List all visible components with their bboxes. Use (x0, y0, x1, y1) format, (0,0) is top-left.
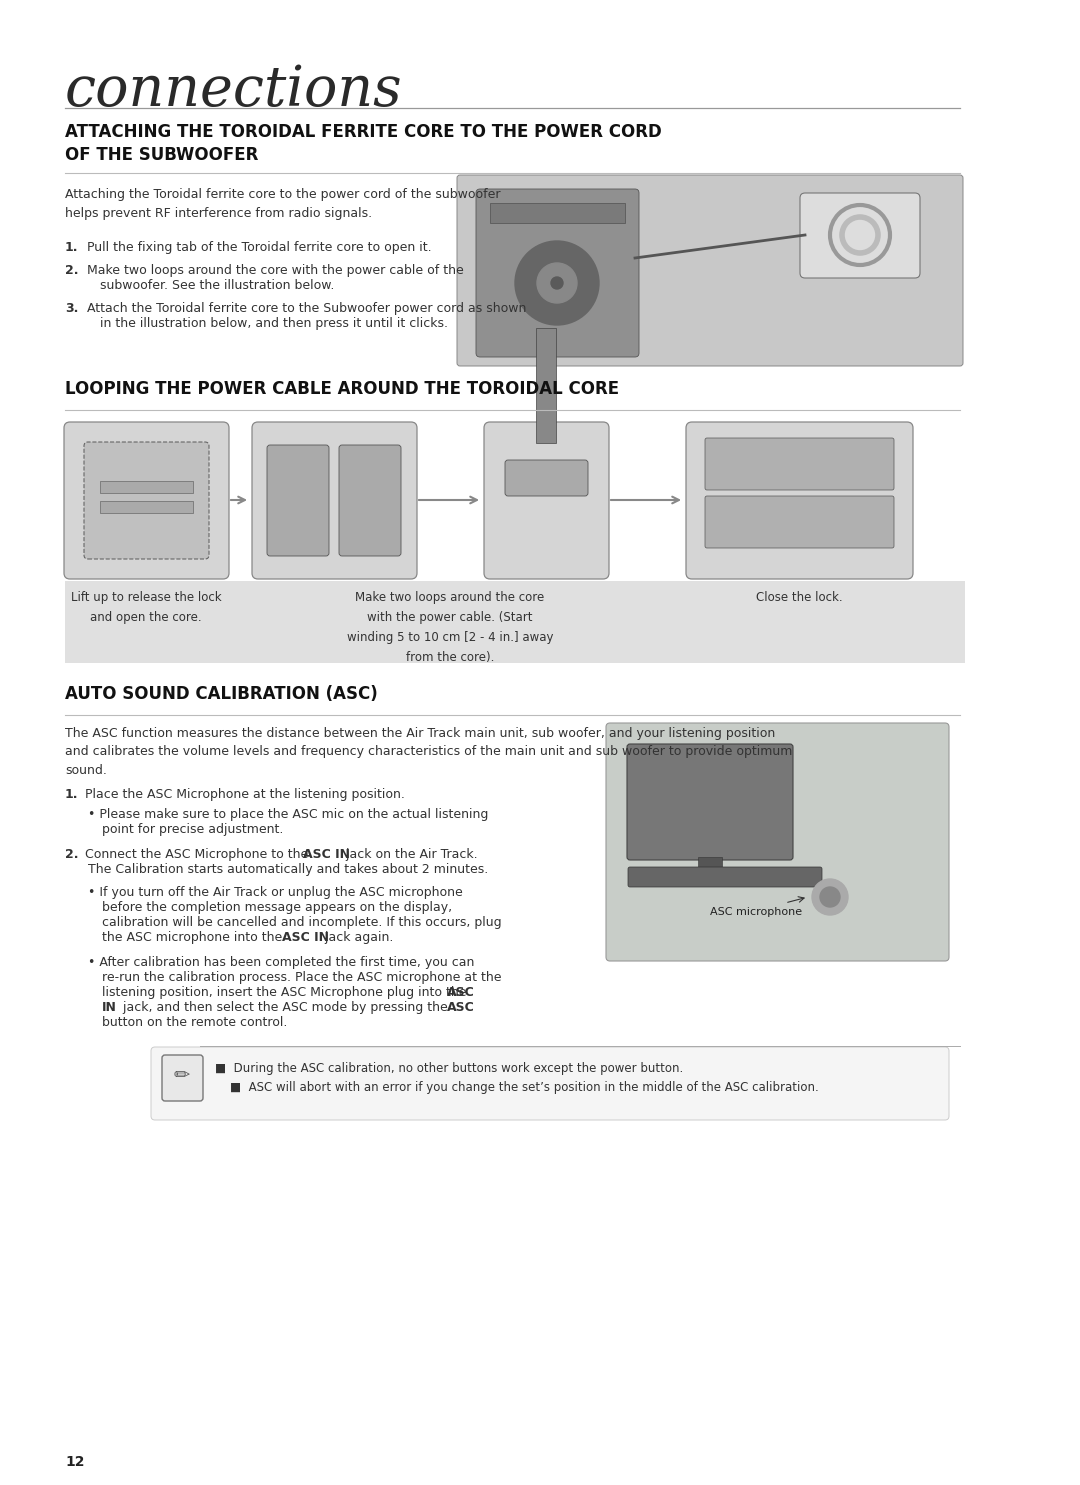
FancyBboxPatch shape (505, 460, 588, 496)
Text: The Calibration starts automatically and takes about 2 minutes.: The Calibration starts automatically and… (87, 863, 488, 876)
Text: in the illustration below, and then press it until it clicks.: in the illustration below, and then pres… (100, 316, 448, 330)
Circle shape (515, 241, 599, 325)
FancyBboxPatch shape (267, 446, 329, 555)
Text: connections: connections (65, 62, 403, 117)
FancyBboxPatch shape (151, 1047, 949, 1120)
Text: ✏: ✏ (174, 1066, 190, 1086)
Text: Connect the ASC Microphone to the: Connect the ASC Microphone to the (85, 848, 312, 861)
Circle shape (551, 278, 563, 290)
FancyBboxPatch shape (484, 422, 609, 579)
FancyBboxPatch shape (162, 1054, 203, 1100)
Text: button on the remote control.: button on the remote control. (102, 1016, 287, 1029)
FancyBboxPatch shape (705, 438, 894, 490)
Text: Pull the fixing tab of the Toroidal ferrite core to open it.: Pull the fixing tab of the Toroidal ferr… (87, 241, 432, 254)
Text: IN: IN (102, 1001, 117, 1014)
Text: ATTACHING THE TOROIDAL FERRITE CORE TO THE POWER CORD
OF THE SUBWOOFER: ATTACHING THE TOROIDAL FERRITE CORE TO T… (65, 123, 662, 163)
Text: point for precise adjustment.: point for precise adjustment. (102, 823, 283, 836)
Bar (490, 203, 625, 223)
FancyBboxPatch shape (800, 193, 920, 278)
Text: The ASC function measures the distance between the Air Track main unit, sub woof: The ASC function measures the distance b… (65, 728, 793, 777)
Text: jack, and then select the ASC mode by pressing the: jack, and then select the ASC mode by pr… (119, 1001, 451, 1014)
FancyBboxPatch shape (339, 446, 401, 555)
Text: • After calibration has been completed the first time, you can: • After calibration has been completed t… (87, 956, 474, 970)
Circle shape (537, 263, 577, 303)
FancyBboxPatch shape (476, 189, 639, 356)
Text: listening position, insert the ASC Microphone plug into the: listening position, insert the ASC Micro… (102, 986, 471, 999)
Text: • If you turn off the Air Track or unplug the ASC microphone: • If you turn off the Air Track or unplu… (87, 887, 462, 898)
FancyBboxPatch shape (64, 422, 229, 579)
Text: ASC: ASC (447, 986, 475, 999)
FancyBboxPatch shape (627, 867, 822, 887)
Text: Close the lock.: Close the lock. (756, 591, 842, 604)
Text: jack on the Air Track.: jack on the Air Track. (342, 848, 477, 861)
Text: calibration will be cancelled and incomplete. If this occurs, plug: calibration will be cancelled and incomp… (102, 916, 501, 930)
Text: 2.: 2. (65, 264, 79, 278)
Text: 1.: 1. (65, 241, 79, 254)
Text: LOOPING THE POWER CABLE AROUND THE TOROIDAL CORE: LOOPING THE POWER CABLE AROUND THE TOROI… (65, 380, 619, 398)
Text: AUTO SOUND CALIBRATION (ASC): AUTO SOUND CALIBRATION (ASC) (65, 685, 378, 702)
Text: 2.: 2. (65, 848, 79, 861)
Bar (100, 500, 193, 512)
Text: subwoofer. See the illustration below.: subwoofer. See the illustration below. (100, 279, 335, 293)
Text: ASC: ASC (447, 1001, 475, 1014)
Text: ASC IN: ASC IN (303, 848, 350, 861)
Bar (536, 328, 556, 443)
FancyBboxPatch shape (627, 744, 793, 860)
Text: Lift up to release the lock
and open the core.: Lift up to release the lock and open the… (70, 591, 221, 624)
Text: 1.: 1. (65, 789, 79, 800)
Text: Make two loops around the core
with the power cable. (Start
winding 5 to 10 cm [: Make two loops around the core with the … (347, 591, 553, 664)
Text: re-run the calibration process. Place the ASC microphone at the: re-run the calibration process. Place th… (102, 971, 501, 985)
FancyBboxPatch shape (84, 443, 210, 558)
Circle shape (820, 887, 840, 907)
Bar (698, 857, 723, 872)
Text: the ASC microphone into the: the ASC microphone into the (102, 931, 286, 944)
FancyBboxPatch shape (686, 422, 913, 579)
FancyBboxPatch shape (252, 422, 417, 579)
FancyBboxPatch shape (705, 496, 894, 548)
Text: 3.: 3. (65, 301, 79, 315)
Circle shape (812, 879, 848, 915)
Text: ASC microphone: ASC microphone (710, 907, 802, 918)
Text: Make two loops around the core with the power cable of the: Make two loops around the core with the … (87, 264, 463, 278)
Bar (100, 481, 193, 493)
Text: before the completion message appears on the display,: before the completion message appears on… (102, 901, 453, 913)
Text: Place the ASC Microphone at the listening position.: Place the ASC Microphone at the listenin… (85, 789, 405, 800)
FancyBboxPatch shape (606, 723, 949, 961)
Text: Attaching the Toroidal ferrite core to the power cord of the subwoofer
helps pre: Attaching the Toroidal ferrite core to t… (65, 189, 500, 220)
FancyBboxPatch shape (457, 175, 963, 365)
Text: 12: 12 (65, 1455, 84, 1469)
Text: Attach the Toroidal ferrite core to the Subwoofer power cord as shown: Attach the Toroidal ferrite core to the … (87, 301, 526, 315)
Text: ASC IN: ASC IN (282, 931, 329, 944)
Text: ■  During the ASC calibration, no other buttons work except the power button.: ■ During the ASC calibration, no other b… (215, 1062, 684, 1075)
Bar (65, 581, 966, 662)
Text: jack again.: jack again. (321, 931, 393, 944)
Text: ■  ASC will abort with an error if you change the set’s position in the middle o: ■ ASC will abort with an error if you ch… (230, 1081, 819, 1094)
Text: • Please make sure to place the ASC mic on the actual listening: • Please make sure to place the ASC mic … (87, 808, 488, 821)
